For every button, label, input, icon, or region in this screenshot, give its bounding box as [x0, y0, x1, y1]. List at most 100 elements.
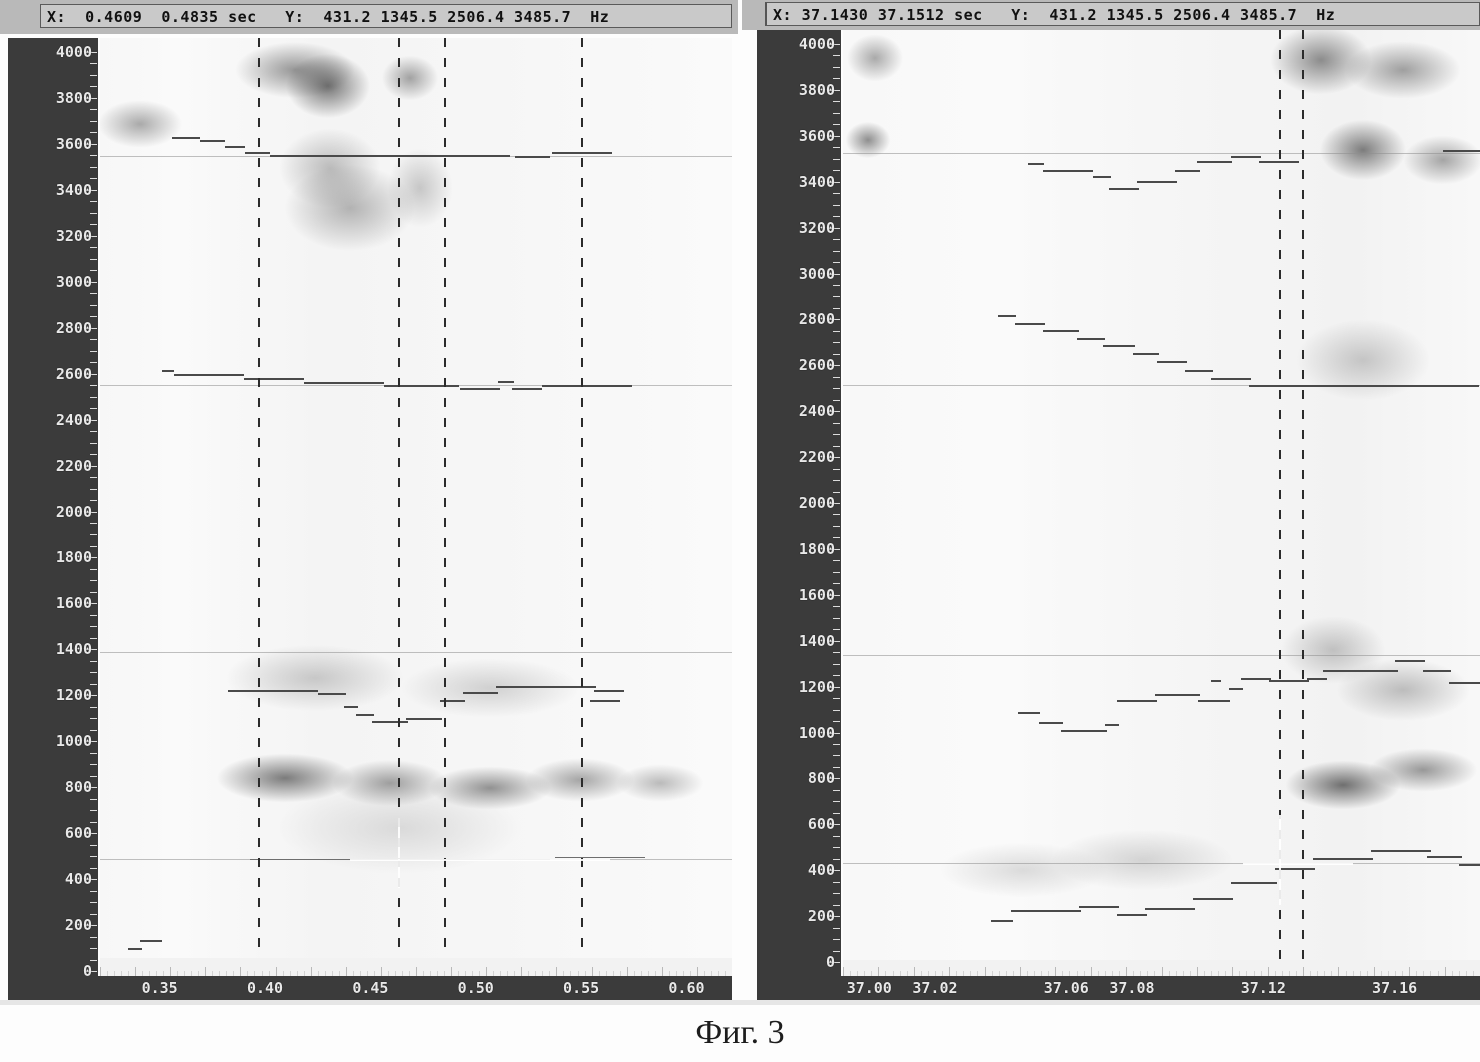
y-axis-tick-label: 400 [808, 861, 835, 879]
y-axis-minor-tick [833, 836, 840, 837]
formant-track-f2 [463, 692, 498, 694]
y-axis-left: 4000380036003400320030002800260024002200… [8, 38, 98, 995]
x-axis-tick-label: 37.16 [1372, 979, 1417, 997]
y-axis-minor-tick [90, 351, 97, 352]
x-ruler-tick [381, 967, 382, 976]
y-axis-minor-tick [90, 937, 97, 938]
formant-track-f3 [174, 374, 244, 376]
formant-track-f3 [512, 388, 542, 390]
spectrogram-image-right [843, 30, 1480, 960]
y-axis-minor-tick [90, 764, 97, 765]
x-axis-tick-label: 37.00 [847, 979, 892, 997]
x-ruler-tick [311, 967, 312, 976]
y-axis-minor-tick [90, 948, 97, 949]
formant-track-f2 [1155, 694, 1200, 696]
y-axis-minor-tick [90, 592, 97, 593]
formant-track-f1 [1117, 914, 1147, 916]
x-ruler-tick [1020, 967, 1021, 976]
x-axis-tick-label: 0.55 [563, 979, 599, 997]
y-axis-minor-tick [833, 423, 840, 424]
y-axis-minor-tick [90, 213, 97, 214]
y-axis-minor-tick [90, 489, 97, 490]
cursor-line-3[interactable] [444, 38, 446, 958]
plot-area-left[interactable] [100, 38, 732, 958]
formant-track-f3 [1211, 378, 1251, 380]
y-axis-minor-tick [833, 239, 840, 240]
y-axis-minor-tick [90, 856, 97, 857]
formant-track-f2 [1241, 678, 1271, 680]
y-axis-minor-tick [833, 170, 840, 171]
y-axis-minor-tick [833, 698, 840, 699]
y-axis-minor-tick [90, 201, 97, 202]
y-axis-minor-tick [90, 477, 97, 478]
y-axis-minor-tick [90, 810, 97, 811]
y-axis-minor-tick [833, 205, 840, 206]
y-axis-minor-tick [833, 331, 840, 332]
formant-track-f3 [244, 378, 304, 380]
y-axis-minor-tick [833, 285, 840, 286]
y-axis-tick-label: 3800 [799, 81, 835, 99]
y-axis-minor-tick [833, 801, 840, 802]
y-axis-minor-tick [833, 354, 840, 355]
y-axis-minor-tick [90, 259, 97, 260]
y-axis-tick-label: 3600 [799, 127, 835, 145]
y-axis-minor-tick [833, 790, 840, 791]
y-axis-minor-tick [833, 675, 840, 676]
cursor-line-1[interactable] [258, 38, 260, 958]
x-ruler-tick [451, 967, 452, 976]
y-axis-minor-tick [90, 730, 97, 731]
cursor-line-2[interactable] [1302, 30, 1304, 960]
y-axis-minor-tick [90, 569, 97, 570]
x-axis-left: 0.350.400.450.500.550.60 [8, 976, 732, 1000]
y-axis-minor-tick [90, 443, 97, 444]
x-ruler-tick [416, 967, 417, 976]
y-axis-minor-tick [90, 868, 97, 869]
formant-track-f4 [172, 137, 200, 139]
y-axis-minor-tick [90, 960, 97, 961]
x-ruler-tick [346, 967, 347, 976]
y-axis-tick-label: 400 [65, 870, 92, 888]
y-axis-minor-tick [90, 155, 97, 156]
y-axis-minor-tick [90, 822, 97, 823]
y-axis-minor-tick [90, 247, 97, 248]
y-axis-minor-tick [90, 224, 97, 225]
y-axis-minor-tick [833, 652, 840, 653]
x-ruler-tick [1338, 967, 1339, 976]
y-marker-line-1345 [100, 652, 732, 653]
y-axis-minor-tick [833, 767, 840, 768]
y-axis-minor-tick [833, 388, 840, 389]
formant-track-f2 [1105, 724, 1119, 726]
formant-track-f1 [1193, 898, 1233, 900]
y-axis-minor-tick [833, 859, 840, 860]
formant-track-f1 [1459, 864, 1480, 866]
y-axis-minor-tick [833, 216, 840, 217]
formant-track-f3 [1249, 385, 1479, 387]
y-axis-tick-label: 3000 [56, 273, 92, 291]
x-axis-tick-label: 37.02 [912, 979, 957, 997]
y-axis-tick-label: 3800 [56, 89, 92, 107]
y-axis-tick-label: 600 [808, 815, 835, 833]
y-axis-tick-label: 2400 [799, 402, 835, 420]
y-axis-minor-tick [90, 63, 97, 64]
formant-track-f4 [1093, 176, 1111, 178]
y-axis-minor-tick [833, 251, 840, 252]
y-axis-minor-tick [90, 799, 97, 800]
y-axis-tick-label: 4000 [56, 43, 92, 61]
y-axis-tick-label: 800 [808, 769, 835, 787]
x-axis-tick-label: 0.45 [352, 979, 388, 997]
y-axis-tick-label: 3400 [56, 181, 92, 199]
y-axis-minor-tick [833, 664, 840, 665]
y-axis-minor-tick [833, 606, 840, 607]
y-axis-tick-label: 2200 [56, 457, 92, 475]
y-axis-tick-label: 1000 [56, 732, 92, 750]
y-axis-tick-label: 2000 [799, 494, 835, 512]
y-axis-minor-tick [90, 638, 97, 639]
x-axis-tick-label: 0.35 [142, 979, 178, 997]
y-axis-minor-tick [90, 523, 97, 524]
cursor-line-4[interactable] [581, 38, 583, 958]
plot-area-right[interactable] [843, 30, 1480, 960]
y-axis-minor-tick [90, 672, 97, 673]
x-ruler-tick [949, 967, 950, 976]
y-axis-minor-tick [90, 109, 97, 110]
formant-track-f4 [1443, 150, 1480, 152]
